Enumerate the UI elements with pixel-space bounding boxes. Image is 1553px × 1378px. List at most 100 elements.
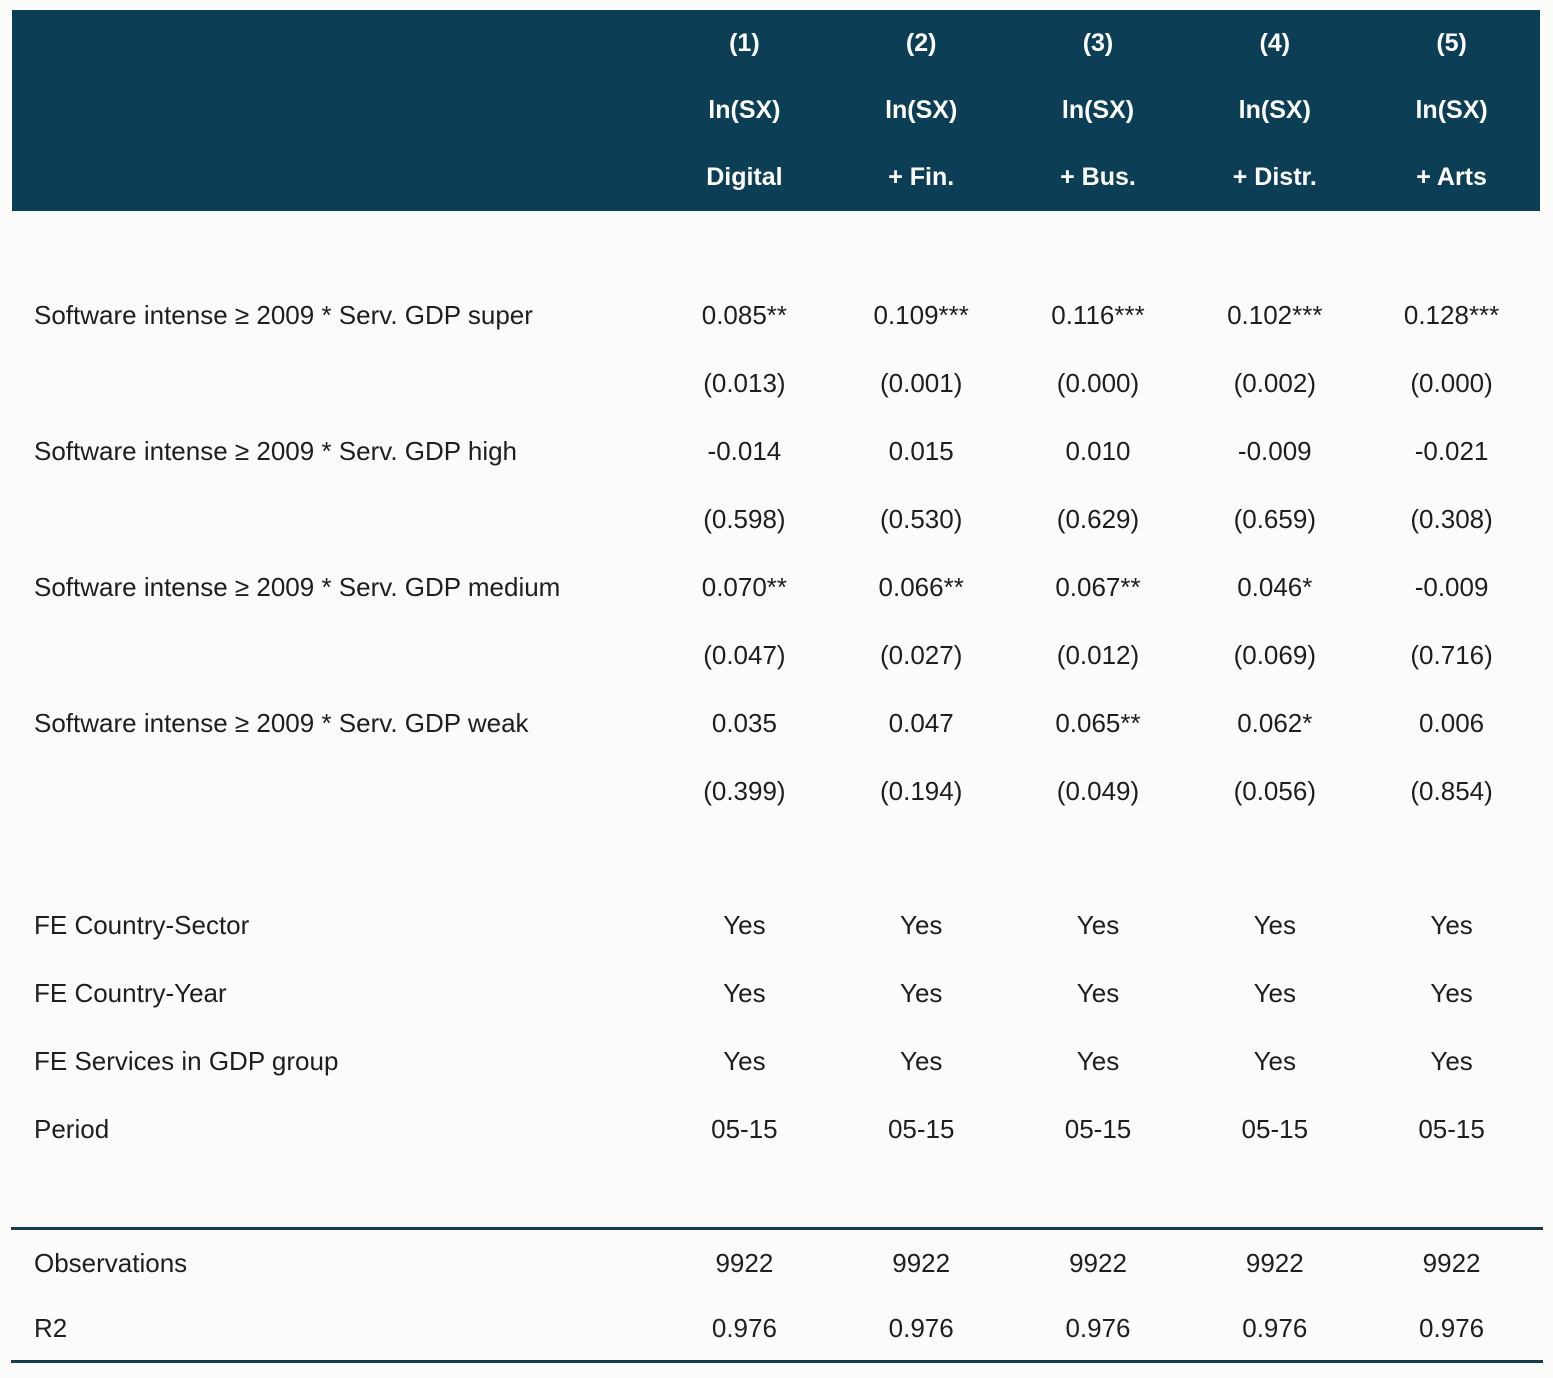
fe-cell: Yes (1430, 977, 1473, 1008)
pvalue-cell: (0.308) (1410, 503, 1493, 534)
column-model: + Arts (1416, 163, 1487, 191)
fe-cell: Yes (723, 1045, 766, 1076)
period-cell: 05-15 (887, 1113, 955, 1144)
period-cell: 05-15 (711, 1113, 778, 1144)
fe-cell: Yes (1076, 1045, 1120, 1076)
period-cell: 05-15 (1064, 1113, 1132, 1144)
fe-cell: Yes (723, 909, 766, 940)
row-label: Period (34, 1113, 110, 1144)
column-model: Digital (706, 163, 783, 191)
coef-cell: -0.009 (1414, 571, 1489, 602)
coef-row: Software intense ≥ 2009 * Serv. GDP supe… (12, 281, 1540, 349)
row-label: Software intense ≥ 2009 * Serv. GDP weak (34, 707, 529, 738)
column-header-4: (4) ln(SX) + Distr. (1186, 10, 1363, 211)
coef-cell: 0.035 (711, 707, 777, 738)
pvalue-cell: (0.001) (880, 367, 963, 398)
row-label: FE Country-Sector (34, 909, 250, 940)
spacer (0, 1163, 1553, 1227)
pvalue-cell: (0.000) (1410, 367, 1493, 398)
column-number: (2) (905, 29, 937, 57)
pvalue-cell: (0.716) (1410, 639, 1493, 670)
mid-rule (11, 1227, 1543, 1230)
coef-cell: 0.070** (701, 571, 788, 602)
regression-table: (1) ln(SX) Digital (2) ln(SX) + Fin. (3)… (0, 10, 1553, 1378)
coef-row: Software intense ≥ 2009 * Serv. GDP medi… (12, 553, 1540, 621)
row-label: Observations (34, 1247, 188, 1278)
pvalue-cell: (0.002) (1233, 367, 1316, 398)
column-depvar: ln(SX) (1238, 96, 1311, 124)
fe-cell: Yes (1430, 1045, 1473, 1076)
column-number: (4) (1259, 29, 1291, 57)
column-model: + Fin. (888, 163, 955, 191)
column-model: + Bus. (1060, 163, 1136, 191)
pvalue-row: (0.399) (0.194) (0.049) (0.056) (0.854) (12, 757, 1540, 825)
pvalue-cell: (0.530) (880, 503, 963, 534)
pvalue-row: (0.047) (0.027) (0.012) (0.069) (0.716) (12, 621, 1540, 689)
stat-cell: 0.976 (1065, 1312, 1131, 1343)
coef-cell: 0.062* (1237, 707, 1313, 738)
stat-cell: 0.976 (1419, 1312, 1485, 1343)
stat-cell: 9922 (892, 1247, 951, 1278)
pvalue-cell: (0.012) (1056, 639, 1140, 670)
coef-cell: -0.009 (1237, 435, 1312, 466)
period-row: Period 05-15 05-15 05-15 05-15 05-15 (12, 1095, 1540, 1163)
pvalue-cell: (0.598) (703, 503, 786, 534)
period-cell: 05-15 (1418, 1113, 1485, 1144)
coef-cell: 0.006 (1419, 707, 1485, 738)
fe-row: FE Country-Year Yes Yes Yes Yes Yes (12, 959, 1540, 1027)
fe-cell: Yes (899, 909, 943, 940)
pvalue-cell: (0.854) (1410, 775, 1493, 806)
row-label: FE Country-Year (34, 977, 227, 1008)
coef-cell: 0.066** (878, 571, 964, 602)
coef-cell: 0.102*** (1227, 299, 1323, 330)
column-header-5: (5) ln(SX) + Arts (1363, 10, 1540, 211)
period-cell: 05-15 (1241, 1113, 1309, 1144)
row-label: Software intense ≥ 2009 * Serv. GDP medi… (34, 571, 561, 602)
pvalue-cell: (0.027) (880, 639, 963, 670)
fe-cell: Yes (723, 977, 766, 1008)
row-label: R2 (34, 1312, 68, 1343)
pvalue-cell: (0.049) (1056, 775, 1140, 806)
pvalue-cell: (0.000) (1056, 367, 1140, 398)
coef-cell: 0.067** (1055, 571, 1141, 602)
coef-cell: 0.109*** (873, 299, 969, 330)
coef-cell: 0.085** (701, 299, 788, 330)
row-label: Software intense ≥ 2009 * Serv. GDP supe… (34, 299, 533, 330)
fe-cell: Yes (899, 977, 943, 1008)
stat-row: R2 0.976 0.976 0.976 0.976 0.976 (12, 1296, 1540, 1360)
stat-cell: 9922 (1245, 1247, 1304, 1278)
fe-cell: Yes (1253, 977, 1296, 1008)
pvalue-cell: (0.069) (1233, 639, 1316, 670)
coef-cell: 0.128*** (1403, 299, 1500, 330)
column-depvar: ln(SX) (1415, 96, 1488, 124)
fe-cell: Yes (1253, 909, 1296, 940)
stat-cell: 0.976 (888, 1312, 954, 1343)
row-label: Software intense ≥ 2009 * Serv. GDP high (34, 435, 518, 466)
stat-cell: 9922 (1422, 1247, 1481, 1278)
fe-cell: Yes (1430, 909, 1473, 940)
pvalue-cell: (0.013) (703, 367, 786, 398)
spacer (0, 211, 1553, 281)
fe-cell: Yes (1076, 909, 1120, 940)
coef-row: Software intense ≥ 2009 * Serv. GDP high… (12, 417, 1540, 485)
column-depvar: ln(SX) (708, 96, 781, 124)
stat-cell: 9922 (715, 1247, 774, 1278)
coef-cell: 0.010 (1065, 435, 1131, 466)
coef-cell: -0.014 (707, 435, 782, 466)
pvalue-cell: (0.047) (703, 639, 786, 670)
fe-cell: Yes (1076, 977, 1120, 1008)
spacer (0, 825, 1553, 891)
pvalue-cell: (0.659) (1233, 503, 1316, 534)
column-number: (3) (1082, 29, 1114, 57)
pvalue-cell: (0.629) (1056, 503, 1140, 534)
table-header-band: (1) ln(SX) Digital (2) ln(SX) + Fin. (3)… (12, 10, 1540, 211)
coef-cell: -0.021 (1414, 435, 1489, 466)
column-header-1: (1) ln(SX) Digital (656, 10, 833, 211)
column-depvar: ln(SX) (885, 96, 958, 124)
fe-row: FE Services in GDP group Yes Yes Yes Yes… (12, 1027, 1540, 1095)
stat-cell: 0.976 (1242, 1312, 1308, 1343)
coef-cell: 0.047 (888, 707, 954, 738)
column-number: (5) (1436, 29, 1467, 57)
column-depvar: ln(SX) (1061, 96, 1135, 124)
stat-row: Observations 9922 9922 9922 9922 9922 (12, 1230, 1540, 1296)
